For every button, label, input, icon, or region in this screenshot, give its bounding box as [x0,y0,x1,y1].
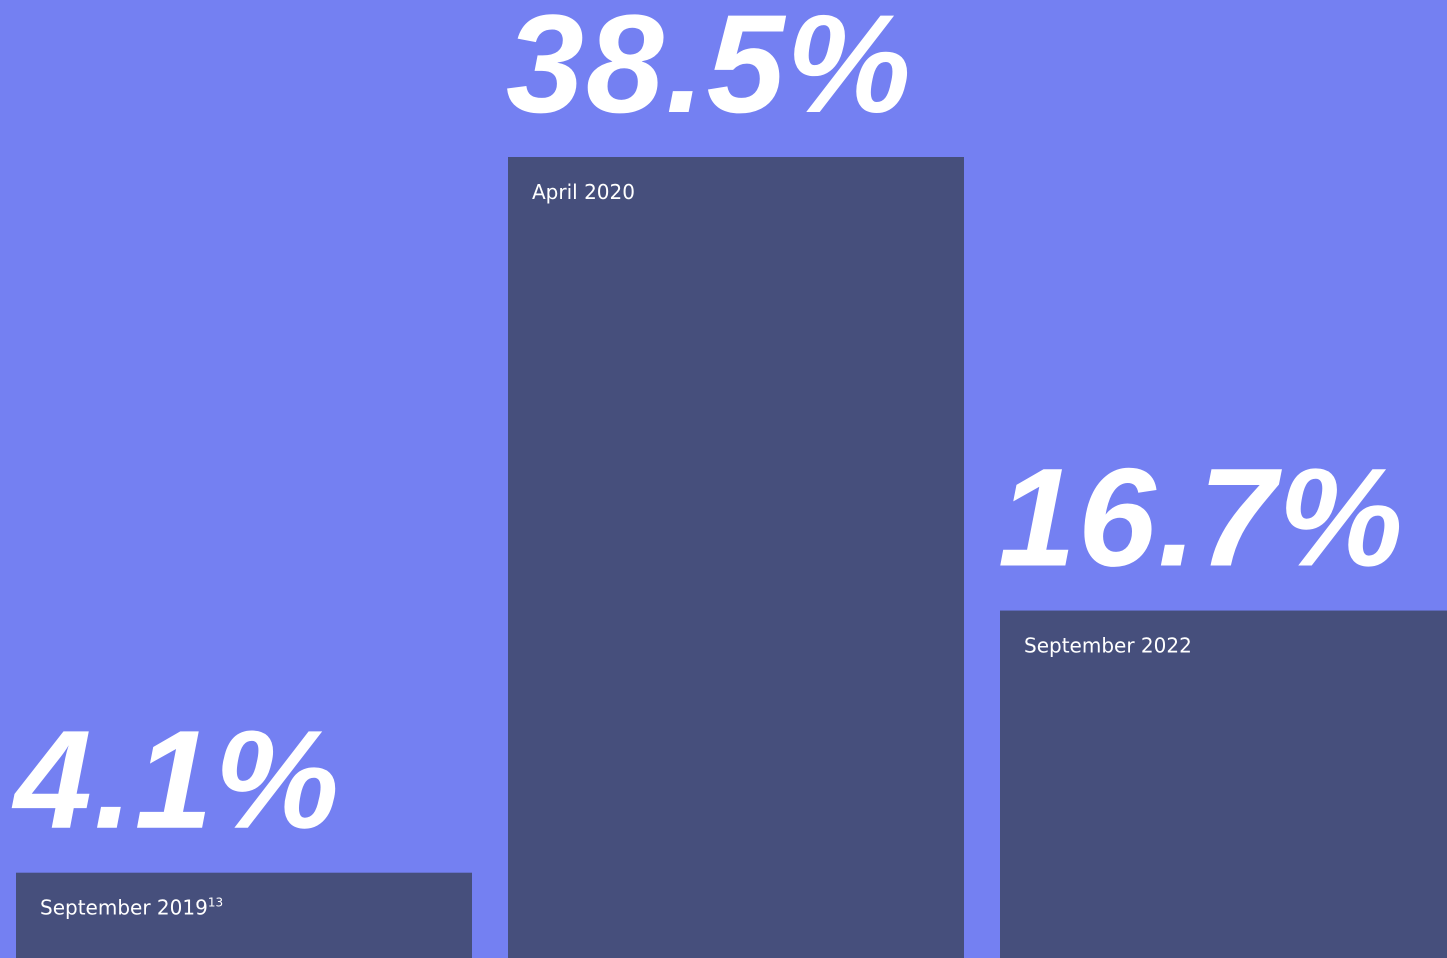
category-label: April 2020 [532,180,635,204]
footnote-marker: 13 [208,896,223,910]
value-label: 38.5% [506,0,913,142]
bar [1000,610,1447,958]
category-label: September 201913 [40,896,223,920]
category-name: April 2020 [532,180,635,204]
category-label: September 2022 [1024,634,1192,658]
category-name: September 2019 [40,896,208,920]
value-label: 4.1% [11,701,341,858]
bar [16,872,472,958]
category-name: September 2022 [1024,634,1192,658]
bar [508,157,964,958]
value-label: 16.7% [998,439,1405,596]
